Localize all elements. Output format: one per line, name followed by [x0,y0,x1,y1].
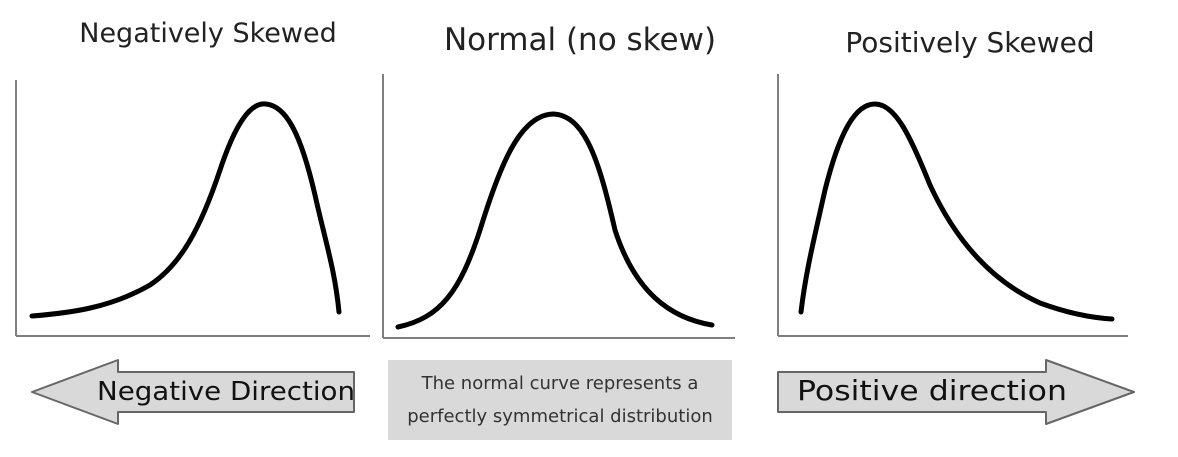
panel-negative [15,80,370,337]
negative-arrow-shape [31,359,355,425]
positive-arrow-shape [777,359,1135,425]
panel-positive [777,74,1128,337]
curve-normal [395,111,715,330]
negative-direction-label: Negative Direction [97,377,355,407]
caption-line-1: The normal curve represents a [421,373,699,394]
panel-normal [382,74,735,339]
normal-caption-box: The normal curve represents a perfectly … [388,360,732,440]
curve-negative [29,101,342,319]
negative-direction-arrow: Negative Direction [31,359,355,425]
panel-title-normal: Normal (no skew) [444,22,716,58]
panel-title-negative: Negatively Skewed [79,18,337,49]
caption-line-2: perfectly symmetrical distribution [407,406,713,427]
curve-positive [798,101,1115,322]
caption-background [388,360,732,440]
panel-title-positive: Positively Skewed [845,26,1094,59]
positive-direction-arrow: Positive direction [777,359,1135,425]
positive-direction-label: Positive direction [797,374,1067,407]
